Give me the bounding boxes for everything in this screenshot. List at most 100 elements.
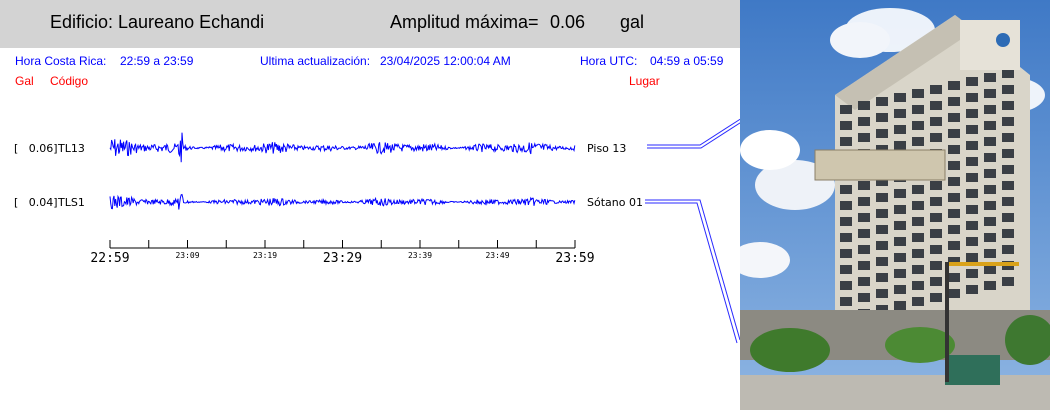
building-window bbox=[840, 217, 852, 226]
building-window bbox=[930, 293, 942, 302]
building-window bbox=[894, 285, 906, 294]
building-window bbox=[1002, 277, 1014, 286]
building-window bbox=[930, 277, 942, 286]
building-window bbox=[1002, 133, 1014, 142]
building-window bbox=[984, 217, 996, 226]
building-window bbox=[948, 113, 960, 122]
connector-line-piso13 bbox=[647, 99, 740, 146]
building-window bbox=[840, 105, 852, 114]
building-window bbox=[876, 225, 888, 234]
building-window bbox=[984, 169, 996, 178]
building-window bbox=[894, 109, 906, 118]
building-window bbox=[912, 137, 924, 146]
building-window bbox=[858, 133, 870, 142]
building-window bbox=[894, 93, 906, 102]
building-window bbox=[840, 297, 852, 306]
building-window bbox=[948, 257, 960, 266]
building-window bbox=[912, 217, 924, 226]
building-window bbox=[876, 257, 888, 266]
building-window bbox=[1002, 213, 1014, 222]
building-window bbox=[876, 113, 888, 122]
building-photo bbox=[740, 0, 1050, 410]
last-update-label: Ultima actualización: bbox=[260, 54, 371, 68]
building-window bbox=[930, 229, 942, 238]
building-window bbox=[930, 85, 942, 94]
utc-time-range: 04:59 a 05:59 bbox=[650, 54, 724, 68]
building-title: Edificio: Laureano Echandi bbox=[50, 12, 265, 32]
building-window bbox=[894, 205, 906, 214]
connector-line-piso13-b bbox=[647, 102, 740, 149]
building-window bbox=[984, 121, 996, 130]
building-window bbox=[966, 237, 978, 246]
building-window bbox=[984, 137, 996, 146]
building-window bbox=[984, 185, 996, 194]
building-window bbox=[930, 197, 942, 206]
building-window bbox=[984, 265, 996, 274]
building-window bbox=[948, 193, 960, 202]
building-window bbox=[876, 209, 888, 218]
building-window bbox=[984, 201, 996, 210]
code-column-header: Código bbox=[50, 74, 89, 88]
building-window bbox=[984, 249, 996, 258]
building-window bbox=[966, 253, 978, 262]
channel-1-amplitude: [ 0.06] bbox=[14, 142, 58, 155]
gal-column-header: Gal bbox=[15, 74, 34, 88]
axis-tick-label: 23:39 bbox=[408, 251, 432, 260]
seismogram-chart: 22:59 23:09 23:19 23:29 23:39 23:49 23:59 bbox=[90, 99, 740, 344]
building-window bbox=[966, 221, 978, 230]
building-window bbox=[858, 197, 870, 206]
building-window bbox=[984, 153, 996, 162]
building-window bbox=[858, 229, 870, 238]
channel-2-amplitude: [ 0.04] bbox=[14, 196, 58, 209]
building-window bbox=[948, 97, 960, 106]
local-time-range: 22:59 a 23:59 bbox=[120, 54, 194, 68]
building-window bbox=[858, 277, 870, 286]
building-window bbox=[984, 89, 996, 98]
building-window bbox=[876, 177, 888, 186]
building-photo-drawing bbox=[740, 0, 1050, 410]
building-window bbox=[894, 253, 906, 262]
building-window bbox=[984, 73, 996, 82]
building-window bbox=[876, 273, 888, 282]
building-window bbox=[1002, 245, 1014, 254]
building-window bbox=[948, 209, 960, 218]
channel-2-place: Sótano 01 bbox=[587, 196, 643, 209]
last-update-value: 23/04/2025 12:00:04 AM bbox=[380, 54, 511, 68]
building-window bbox=[912, 297, 924, 306]
building-window bbox=[894, 269, 906, 278]
building-window bbox=[1002, 69, 1014, 78]
building-window bbox=[966, 173, 978, 182]
utc-time-label: Hora UTC: bbox=[580, 54, 638, 68]
building-window bbox=[1002, 165, 1014, 174]
building-window bbox=[930, 101, 942, 110]
building-window bbox=[948, 225, 960, 234]
building-window bbox=[894, 221, 906, 230]
building-window bbox=[858, 117, 870, 126]
building-window bbox=[1002, 85, 1014, 94]
building-window bbox=[894, 237, 906, 246]
building-window bbox=[966, 141, 978, 150]
building-window bbox=[858, 213, 870, 222]
building-window bbox=[930, 117, 942, 126]
axis-tick-label: 23:09 bbox=[175, 251, 199, 260]
building-window bbox=[948, 145, 960, 154]
building-window bbox=[840, 121, 852, 130]
building-window bbox=[858, 293, 870, 302]
building-window bbox=[1002, 229, 1014, 238]
axis-tick-label: 23:59 bbox=[555, 251, 594, 266]
building-window bbox=[912, 185, 924, 194]
building-window bbox=[858, 261, 870, 270]
building-window bbox=[966, 93, 978, 102]
place-column-header: Lugar bbox=[629, 74, 660, 88]
building-window bbox=[966, 205, 978, 214]
building-window bbox=[894, 141, 906, 150]
building-window bbox=[858, 101, 870, 110]
building-window bbox=[984, 105, 996, 114]
channel-1-code: TL13 bbox=[58, 142, 85, 155]
building-window bbox=[840, 137, 852, 146]
building-window bbox=[966, 269, 978, 278]
building-window bbox=[966, 109, 978, 118]
building-window bbox=[912, 233, 924, 242]
building-window bbox=[840, 233, 852, 242]
building-window bbox=[894, 301, 906, 310]
